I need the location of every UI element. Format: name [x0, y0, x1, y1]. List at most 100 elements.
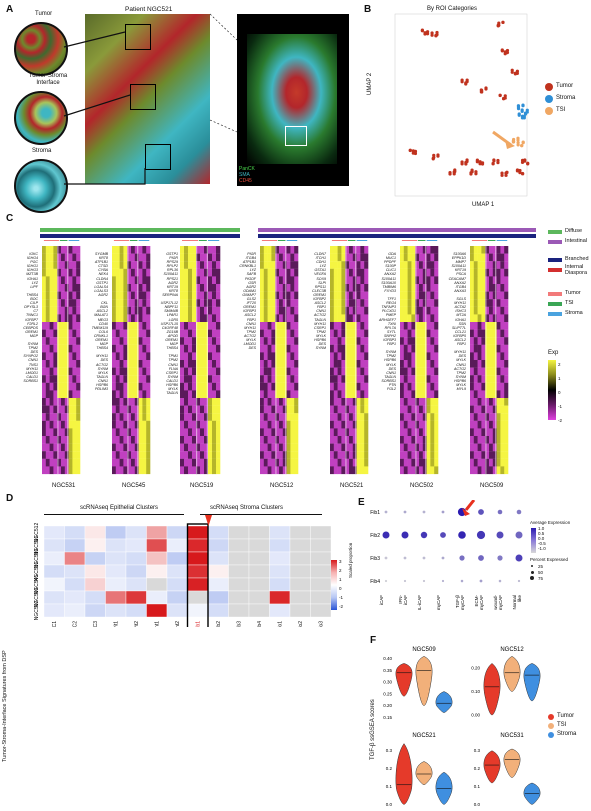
- proportion-cell: [310, 590, 332, 605]
- epithelial-header: scRNAseq Epithelial Clusters: [80, 505, 159, 511]
- heatmap-cell: [212, 291, 217, 300]
- heatmap-cell: [184, 352, 189, 361]
- heatmap-cell: [333, 337, 338, 345]
- heatmap-cell: [349, 344, 354, 353]
- heatmap-cell: [434, 398, 439, 406]
- epithelial-bracket: [44, 514, 184, 515]
- heatmap-cell: [504, 268, 509, 277]
- group-bar-tsi: [198, 240, 207, 241]
- heatmap-cell: [45, 436, 50, 444]
- panel-d-ylabel: Tumor-Stroma-Interface Signatures from D…: [2, 650, 8, 762]
- heatmap-cell: [415, 443, 420, 452]
- heatmap-cell: [419, 420, 424, 429]
- heatmap-cell: [360, 466, 365, 475]
- heatmap-cell: [192, 413, 197, 421]
- dotplot-dot: [458, 531, 466, 539]
- heatmap-cell: [422, 398, 427, 406]
- heatmap-cell: [481, 390, 486, 399]
- heatmap-cell: [360, 268, 365, 277]
- heatmap-cell: [64, 329, 69, 338]
- proportion-cell: [269, 551, 291, 566]
- avg-tick: 0.0: [538, 536, 545, 541]
- heatmap-cell: [112, 276, 117, 285]
- heatmap-cell: [131, 390, 136, 399]
- heatmap-cell: [271, 466, 276, 475]
- heatmap-cell: [290, 451, 295, 459]
- heatmap-cell: [349, 246, 354, 254]
- heatmap-cell: [184, 413, 189, 421]
- heatmap-cell: [411, 405, 416, 414]
- heatmap-cell: [49, 436, 54, 444]
- dotplot-col-label: iCAF: [403, 595, 408, 605]
- heatmap-cell: [127, 413, 132, 421]
- heatmap-cell: [188, 306, 193, 315]
- heatmap-cell: [53, 291, 58, 300]
- col-label: EpiPit1: [113, 621, 119, 627]
- heatmap-cell: [204, 306, 209, 315]
- heatmap-cell: [123, 276, 128, 285]
- heatmap-cell: [57, 360, 62, 368]
- proportion-cell: [248, 551, 270, 566]
- violin-ytick: 0.2: [474, 766, 481, 771]
- heatmap-cell: [415, 291, 420, 300]
- heatmap-cell: [294, 329, 299, 338]
- heatmap-cell: [263, 458, 268, 467]
- heatmap-cell: [470, 390, 475, 399]
- heatmap-cell: [184, 329, 189, 338]
- heatmap-cell: [112, 367, 117, 376]
- heatmap-cell: [434, 390, 439, 399]
- heatmap-cell: [496, 398, 501, 406]
- heatmap-cell: [76, 314, 81, 323]
- heatmap-cell: [208, 367, 213, 376]
- legend-swatch-stroma: [548, 312, 562, 316]
- heatmap-cell: [68, 268, 73, 277]
- heatmap-cell: [352, 291, 357, 300]
- heatmap-cell: [115, 405, 120, 414]
- heatmap-cell: [422, 405, 427, 414]
- heatmap-cell: [131, 299, 136, 307]
- heatmap-cell: [49, 390, 54, 399]
- heatmap-cell: [180, 375, 185, 383]
- proportion-cell: [84, 577, 106, 592]
- violin-shape: [415, 761, 433, 785]
- heatmap-cell: [470, 367, 475, 376]
- heatmap-cell: [481, 246, 486, 254]
- heatmap-cell: [496, 291, 501, 300]
- heatmap-cell: [290, 329, 295, 338]
- heatmap-cell: [275, 322, 280, 330]
- heatmap-cell: [352, 329, 357, 338]
- heatmap-cell: [45, 329, 50, 338]
- pct-tick: 50: [538, 570, 544, 575]
- heatmap-cell: [208, 405, 213, 414]
- heatmap-cell: [403, 337, 408, 345]
- region-label-tumor: Tumor: [35, 11, 53, 17]
- heatmap-cell: [352, 344, 357, 353]
- heatmap-cell: [422, 466, 427, 475]
- heatmap-cell: [290, 291, 295, 300]
- heatmap-cell: [142, 246, 147, 254]
- heatmap-cell: [138, 398, 143, 406]
- col-label: Fib1: [195, 621, 201, 627]
- heatmap-cell: [360, 337, 365, 345]
- heatmap-cell: [72, 405, 77, 414]
- heatmap-cell: [279, 344, 284, 353]
- heatmap-cell: [138, 390, 143, 399]
- heatmap-cell: [45, 413, 50, 421]
- heatmap-cell: [192, 466, 197, 475]
- heatmap-cell: [473, 375, 478, 383]
- heatmap-cell: [426, 329, 431, 338]
- heatmap-cell: [115, 291, 120, 300]
- proportion-cell: [310, 564, 332, 579]
- heatmap-cell: [294, 360, 299, 368]
- heatmap-cell: [146, 390, 151, 399]
- heatmap-cell: [146, 291, 151, 300]
- heatmap-cell: [330, 291, 335, 300]
- heatmap-cell: [119, 413, 124, 421]
- heatmap-cell: [267, 466, 272, 475]
- heatmap-cell: [115, 436, 120, 444]
- heatmap-cell: [184, 268, 189, 277]
- heatmap-cell: [286, 284, 291, 292]
- heatmap-cell: [337, 291, 342, 300]
- heatmap-cell: [489, 360, 494, 368]
- heatmap-cell: [208, 246, 213, 254]
